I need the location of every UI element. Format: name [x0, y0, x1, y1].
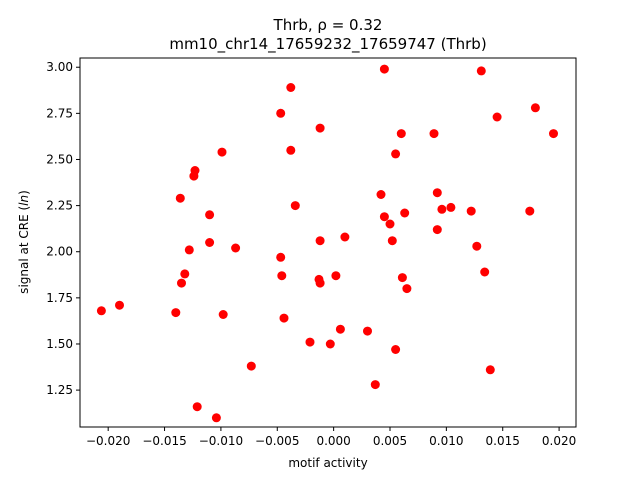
data-point	[370, 380, 380, 390]
data-point	[246, 361, 256, 371]
data-point	[175, 193, 185, 203]
data-point	[376, 190, 386, 199]
x-tick-label: −0.015	[142, 434, 186, 448]
data-point	[432, 225, 442, 235]
data-point	[476, 66, 486, 76]
data-point	[279, 313, 289, 323]
data-point	[180, 269, 190, 279]
data-point	[530, 103, 540, 113]
data-point	[472, 241, 482, 251]
data-point	[379, 212, 389, 222]
data-point	[315, 278, 325, 288]
data-point	[177, 278, 186, 288]
y-tick-label: 2.50	[46, 152, 73, 166]
x-axis-label: motif activity	[288, 456, 367, 470]
x-tick-label: 0.005	[373, 434, 407, 448]
data-point	[466, 206, 476, 216]
y-tick-label: 1.50	[46, 337, 73, 351]
data-point	[525, 206, 535, 216]
y-axis-label: signal at CRE (ln)	[17, 190, 31, 294]
data-point	[277, 271, 287, 281]
x-tick-label: 0.010	[429, 434, 463, 448]
x-tick-label: −0.010	[199, 434, 243, 448]
data-point	[211, 413, 221, 423]
data-point	[492, 112, 502, 122]
data-point	[190, 166, 200, 175]
x-tick-label: 0.000	[316, 434, 350, 448]
chart-title: Thrb, ρ = 0.32	[273, 16, 383, 34]
data-point	[429, 129, 439, 139]
x-tick-label: 0.020	[542, 434, 576, 448]
data-points	[96, 64, 558, 423]
data-point	[335, 324, 345, 334]
y-tick-label: 2.25	[46, 199, 73, 213]
x-tick-label: −0.005	[255, 434, 299, 448]
data-point	[363, 326, 372, 336]
data-point	[549, 129, 558, 139]
data-point	[432, 188, 442, 198]
data-point	[276, 108, 286, 118]
data-point	[205, 238, 215, 247]
data-point	[385, 219, 395, 229]
y-tick-label: 2.00	[46, 245, 73, 259]
data-point	[115, 300, 124, 310]
y-tick-label: 2.75	[46, 106, 73, 120]
x-tick-label: −0.020	[86, 434, 130, 448]
data-point	[96, 306, 106, 316]
x-axis: −0.020 −0.015 −0.010 −0.005 0.000 0.005 0.010 0…	[86, 427, 576, 448]
data-point	[340, 232, 350, 242]
data-point	[402, 284, 412, 294]
data-point	[379, 64, 389, 74]
data-point	[325, 339, 335, 349]
data-point	[446, 202, 456, 212]
data-point	[437, 204, 447, 214]
data-point	[485, 365, 495, 375]
data-point	[400, 208, 410, 218]
data-point	[205, 210, 215, 220]
data-point	[305, 337, 315, 347]
data-point	[480, 267, 490, 277]
data-point	[315, 123, 325, 133]
data-point	[286, 145, 296, 155]
data-point	[391, 345, 401, 354]
data-point	[231, 243, 241, 253]
data-point	[192, 402, 202, 412]
data-point	[286, 83, 296, 92]
data-point	[396, 129, 406, 139]
data-point	[276, 252, 286, 262]
y-tick-label: 3.00	[46, 60, 73, 74]
data-point	[331, 271, 341, 281]
data-point	[387, 236, 397, 246]
y-tick-label: 1.25	[46, 383, 73, 397]
y-tick-label: 1.75	[46, 291, 73, 305]
data-point	[171, 308, 181, 318]
data-point	[184, 245, 194, 255]
chart-subtitle: mm10_chr14_17659232_17659747 (Thrb)	[169, 35, 486, 54]
data-point	[397, 273, 407, 283]
data-point	[290, 201, 300, 211]
x-tick-label: 0.015	[486, 434, 520, 448]
data-point	[391, 149, 401, 159]
y-axis: 1.25 1.50 1.75 2.00 2.25 2.50 2.75 3.00	[46, 60, 80, 397]
data-point	[315, 236, 325, 246]
data-point	[218, 310, 228, 319]
data-point	[217, 147, 227, 157]
plot-frame	[79, 57, 577, 428]
